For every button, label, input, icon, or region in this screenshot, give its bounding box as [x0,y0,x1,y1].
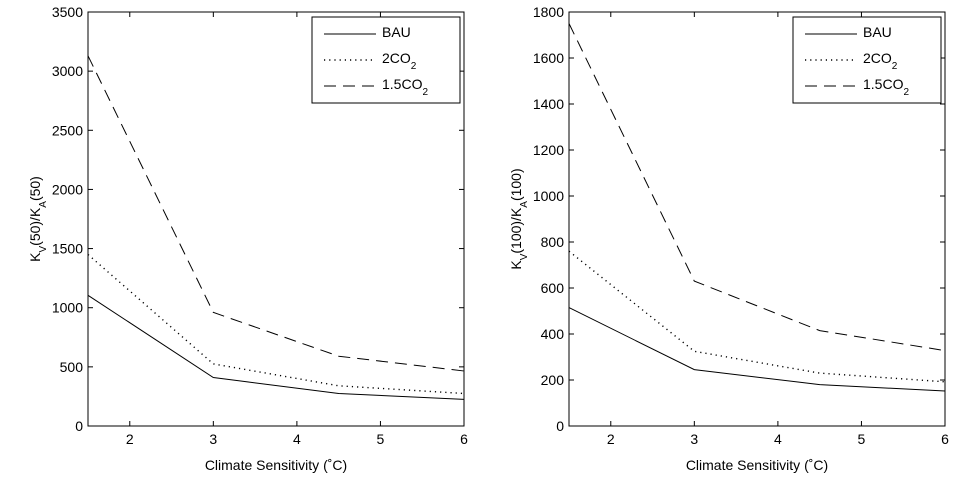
legend-box [311,16,461,104]
series-line-solid [87,294,465,400]
chart-panel-2: 2 3 4 5 6 0 200 400 600 800 1000 1200 1400 1600 1800 Cl… [508,4,949,473]
y-tick-label: 3500 [52,4,83,20]
y-tick-label: 1200 [533,142,564,158]
y-tick-label: 0 [75,418,83,434]
plot-frame [87,11,465,427]
x-tick-label: 2 [607,431,615,447]
legend-box [792,16,942,104]
y-axis-label: KV(50)/KA(50) [27,176,49,262]
y-tick-label: 200 [541,372,565,388]
x-tick-label: 3 [209,431,217,447]
x-tick-label: 4 [293,431,301,447]
y-axis-label: KV(100)/KA(100) [508,168,530,269]
y-tick-label: 600 [541,280,565,296]
x-tick-label: 5 [858,431,866,447]
chart-panel-1: 2 3 4 5 6 0 500 1000 1500 2000 2500 3000 3500 Climate… [27,4,468,473]
legend-label: 2CO2 [382,50,417,72]
x-tick-label: 3 [690,431,698,447]
x-tick-label: 5 [377,431,385,447]
legend-label: BAU [382,24,411,40]
series-line-dotted [87,253,465,395]
x-tick-label: 2 [126,431,134,447]
y-tick-label: 0 [556,418,564,434]
x-axis-label: Climate Sensitivity (˚C) [686,457,828,473]
y-tick-label: 1800 [533,4,564,20]
legend-label: BAU [863,24,892,40]
y-tick-label: 1600 [533,50,564,66]
y-tick-label: 2500 [52,122,83,138]
x-tick-label: 6 [460,431,468,447]
y-tick-label: 3000 [52,63,83,79]
series-line-dashed [568,23,946,352]
legend-label: 1.5CO2 [863,76,909,98]
series-line-solid [568,307,946,392]
x-tick-label: 6 [941,431,949,447]
plot-frame [568,11,946,427]
y-tick-label: 1000 [52,300,83,316]
y-tick-label: 400 [541,326,565,342]
y-tick-label: 800 [541,234,565,250]
series-line-dotted [568,250,946,383]
y-tick-label: 1400 [533,96,564,112]
series-line-dashed [87,55,465,372]
x-axis-label: Climate Sensitivity (˚C) [205,457,347,473]
legend-label: 1.5CO2 [382,76,428,98]
y-tick-label: 1500 [52,241,83,257]
legend-label: 2CO2 [863,50,898,72]
y-tick-label: 500 [60,359,84,375]
y-tick-label: 2000 [52,181,83,197]
x-tick-label: 4 [774,431,782,447]
y-tick-label: 1000 [533,188,564,204]
